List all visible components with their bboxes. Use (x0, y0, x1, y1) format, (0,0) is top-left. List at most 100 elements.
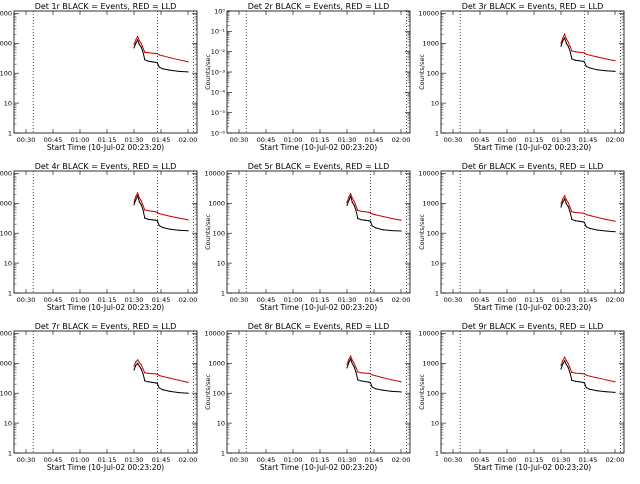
series-line-lld (346, 354, 402, 383)
plot-frame (440, 170, 625, 294)
series-point-events (569, 211, 571, 213)
x-tick-label: 01:45 (152, 136, 171, 144)
x-tick-label: 01:45 (365, 136, 384, 144)
x-axis-label: Start Time (10-Jul-02 00:23:20) (474, 463, 591, 472)
series-point-events (187, 230, 189, 232)
y-tick-label: 10000 (204, 330, 225, 338)
series-line-events (560, 197, 616, 233)
series-point-events (589, 67, 591, 69)
series-point-events (137, 362, 139, 364)
series-point-events (560, 368, 562, 370)
series-point-lld (585, 374, 587, 376)
series-point-events (565, 42, 568, 44)
series-point-events (133, 47, 135, 49)
x-tick-label: 00:45 (44, 136, 63, 144)
series-point-events (156, 220, 158, 222)
series-point-lld (187, 61, 189, 63)
series-point-events (147, 381, 149, 383)
series-point-events (567, 366, 569, 369)
series-point-events (567, 205, 569, 208)
series-point-events (147, 218, 149, 220)
series-point-lld (147, 210, 149, 212)
series-point-lld (569, 206, 571, 208)
series-point-events (614, 391, 616, 394)
series-point-events (585, 65, 587, 67)
series-point-lld (369, 373, 371, 375)
series-line-lld (133, 35, 189, 63)
y-tick-label: 100 (0, 389, 12, 397)
x-tick-label: 01:30 (552, 136, 571, 144)
series-point-lld (355, 366, 357, 369)
x-tick-label: 01:45 (579, 136, 598, 144)
x-tick-label: 01:00 (71, 296, 90, 304)
series-line-events (346, 194, 402, 232)
series-point-lld (571, 371, 573, 373)
series-point-events (583, 221, 586, 223)
x-axis-label: Start Time (10-Jul-02 00:23:20) (474, 143, 591, 152)
series-point-lld (155, 52, 157, 54)
series-point-lld (578, 372, 580, 374)
series-point-events (596, 229, 598, 231)
x-tick-label: 02:00 (606, 296, 625, 304)
series-point-lld (178, 217, 180, 219)
series-point-events (614, 231, 616, 233)
panel-det-9: Det 9r BLACK = Events, RED = LLD 00:30 00:… (418, 322, 625, 472)
x-tick-label: 01:15 (525, 136, 544, 144)
series-point-lld (138, 197, 140, 199)
x-tick-label: 02:00 (606, 456, 625, 464)
series-point-lld (582, 212, 584, 214)
x-tick-label: 01:00 (284, 296, 303, 304)
panel-det-5: Det 5r BLACK = Events, RED = LLD 00:30 00:… (204, 162, 411, 312)
series-point-lld (158, 213, 160, 215)
series-point-lld (178, 59, 180, 61)
series-point-lld (144, 372, 146, 374)
series-point-events (133, 369, 135, 371)
y-tick-label: 1000 (0, 40, 12, 48)
series-point-events (371, 386, 373, 388)
series-point-lld (355, 205, 357, 207)
x-tick-label: 00:45 (471, 136, 490, 144)
series-point-events (137, 195, 139, 197)
x-tick-label: 01:30 (338, 136, 357, 144)
y-tick-label: 10⁻¹ (211, 28, 226, 36)
series-point-events (187, 392, 189, 394)
series-point-events (382, 229, 384, 231)
series-point-lld (571, 211, 573, 213)
series-line-lld (133, 191, 189, 221)
series-point-events (605, 230, 607, 232)
series-point-lld (155, 373, 157, 375)
series-point-events (574, 380, 577, 382)
series-point-lld (368, 211, 370, 213)
series-point-lld (169, 377, 171, 379)
series-point-events (571, 379, 573, 381)
x-tick-label: 02:00 (392, 296, 411, 304)
y-tick-label: 10 (4, 419, 12, 427)
series-point-events (589, 227, 591, 229)
panel-title: Det 8r BLACK = Events, RED = LLD (248, 322, 390, 331)
series-point-lld (574, 211, 577, 214)
series-point-events (560, 45, 562, 47)
y-tick-label: 100 (427, 389, 439, 397)
y-tick-label: 10 (217, 419, 225, 427)
x-tick-label: 01:30 (552, 296, 571, 304)
x-tick-label: 01:15 (311, 136, 330, 144)
series-point-events (351, 202, 353, 204)
panel-det-6: Det 6r BLACK = Events, RED = LLD 00:30 00:… (418, 162, 625, 312)
y-tick-label: 10⁻⁴ (211, 89, 226, 97)
y-tick-label: 10000 (0, 170, 12, 178)
series-point-lld (578, 212, 580, 214)
x-tick-label: 01:00 (498, 136, 517, 144)
series-point-events (368, 381, 370, 383)
series-point-events (140, 204, 142, 206)
series-point-lld (155, 211, 157, 213)
series-point-lld (147, 372, 149, 374)
series-point-events (565, 364, 568, 366)
series-point-lld (614, 220, 616, 222)
y-tick-label: 10⁻⁵ (211, 109, 226, 117)
x-axis-label: Start Time (10-Jul-02 00:23:20) (260, 143, 377, 152)
series-point-lld (400, 381, 402, 383)
x-tick-label: 00:30 (230, 136, 249, 144)
series-point-lld (169, 57, 171, 59)
y-tick-label: 10000 (418, 170, 439, 178)
